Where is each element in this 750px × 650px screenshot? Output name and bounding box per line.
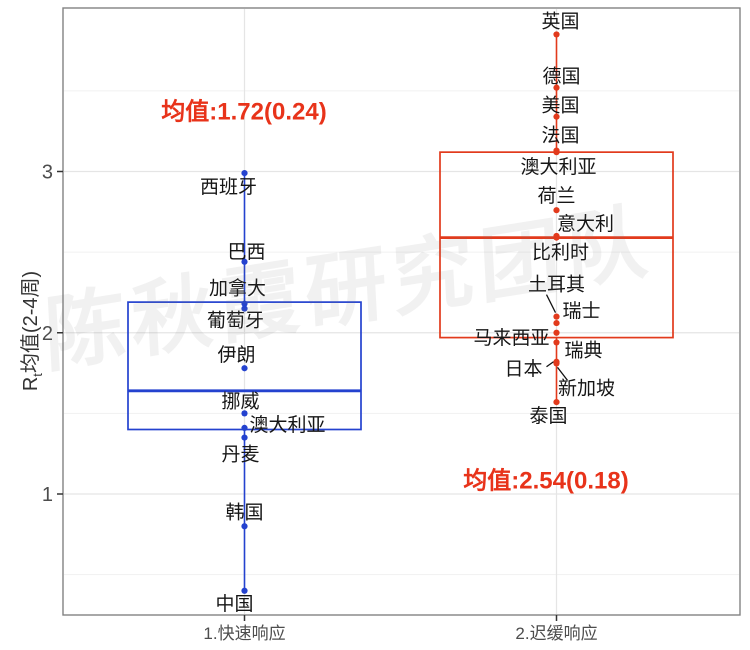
country-label: 中国: [215, 593, 253, 615]
country-label: 西班牙: [200, 176, 257, 198]
country-label: 荷兰: [537, 185, 575, 207]
data-point: [553, 319, 560, 327]
panel-border: [62, 7, 741, 616]
country-label: 巴西: [227, 242, 265, 263]
leader-line: [545, 294, 557, 313]
x-tick-label: 2.迟缓响应: [515, 624, 597, 643]
leader-line: [556, 366, 569, 381]
y-tick-label: 3: [42, 162, 53, 184]
data-point: [553, 360, 560, 367]
data-point: [241, 523, 248, 530]
data-point: [553, 207, 560, 214]
data-point: [241, 300, 248, 307]
leader-line: [546, 361, 554, 368]
data-point: [241, 365, 248, 372]
data-point: [241, 305, 248, 312]
country-label: 挪威: [221, 390, 259, 412]
data-point: [241, 424, 248, 431]
country-label: 英国: [541, 10, 579, 32]
mean-annotation-group2: 均值:2.54(0.18): [463, 467, 629, 495]
data-point: [553, 339, 560, 346]
y-axis-title-prefix: R: [20, 376, 42, 392]
data-point: [241, 170, 248, 177]
country-label: 韩国: [225, 501, 263, 523]
data-point: [553, 329, 560, 336]
data-point: [241, 258, 248, 265]
y-axis-title-subscript: t: [30, 373, 45, 377]
data-point: [553, 149, 560, 156]
data-point: [241, 587, 248, 594]
country-label: 瑞典: [564, 339, 602, 361]
data-point: [553, 398, 560, 406]
y-tick-label: 1: [42, 484, 53, 506]
country-label: 葡萄牙: [207, 310, 264, 332]
country-label: 瑞士: [562, 300, 600, 322]
y-axis-title: Rt均值(2-4周): [14, 221, 45, 441]
data-point: [241, 410, 248, 417]
country-label: 法国: [541, 125, 579, 147]
y-axis-title-rest: 均值(2-4周): [20, 270, 42, 374]
mean-annotation-group1: 均值:1.72(0.24): [161, 98, 327, 126]
country-label: 美国: [541, 95, 579, 117]
data-point: [553, 31, 560, 38]
country-label: 泰国: [529, 405, 567, 427]
country-label: 日本: [504, 358, 542, 380]
country-label: 马来西亚: [473, 327, 549, 349]
country-label: 比利时: [532, 242, 589, 264]
country-label: 新加坡: [558, 377, 615, 399]
country-label: 德国: [542, 66, 580, 88]
country-label: 澳大利亚: [520, 156, 596, 178]
country-label: 加拿大: [209, 277, 266, 300]
data-point: [553, 234, 560, 241]
country-label: 澳大利亚: [249, 414, 325, 436]
data-point: [553, 113, 560, 120]
data-point: [241, 434, 248, 441]
x-tick-label: 1.快速响应: [203, 624, 285, 643]
y-tick-label: 2: [42, 323, 53, 345]
country-label: 伊朗: [217, 344, 255, 366]
data-point: [553, 313, 560, 320]
country-label: 土耳其: [528, 274, 585, 296]
country-label: 丹麦: [221, 444, 259, 466]
country-label: 意大利: [557, 213, 614, 235]
data-point: [553, 84, 560, 91]
